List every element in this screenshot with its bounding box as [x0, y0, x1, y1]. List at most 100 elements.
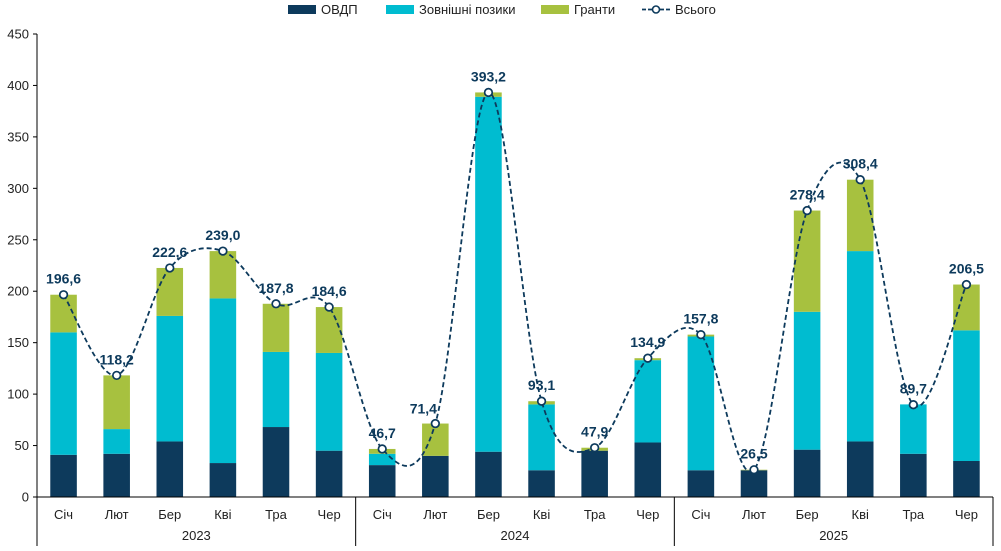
bar-segment	[422, 455, 449, 497]
y-axis: 0 50 100 150 200 250 300 350 400 450	[7, 27, 38, 505]
total-label: 308,4	[843, 156, 878, 172]
x-tick-label: Кві	[852, 507, 869, 522]
bar-segment	[50, 332, 77, 455]
legend-label: Гранти	[574, 2, 615, 17]
bar-segment	[581, 450, 608, 497]
bar-segment	[475, 96, 502, 452]
bar-segment	[475, 451, 502, 497]
y-tick-label: 50	[15, 438, 29, 453]
bar-segment	[528, 470, 555, 497]
bars	[50, 92, 980, 497]
legend-swatch	[288, 5, 316, 14]
total-line	[58, 87, 972, 475]
total-marker	[961, 279, 972, 290]
bar-segment	[634, 442, 662, 497]
total-marker	[908, 400, 918, 410]
total-label: 222,6	[152, 244, 187, 260]
x-tick-label: Лют	[423, 507, 447, 522]
total-marker	[590, 443, 600, 453]
total-marker	[696, 329, 706, 340]
bar-segment	[209, 463, 237, 497]
bar-segment	[422, 423, 449, 456]
y-tick-label: 0	[22, 490, 29, 505]
x-tick-label: Січ	[373, 507, 392, 522]
legend-label: ОВДП	[321, 2, 358, 17]
y-tick-label: 300	[7, 181, 29, 196]
total-marker	[324, 302, 334, 312]
total-label: 239,0	[205, 227, 240, 243]
bar-segment	[315, 450, 343, 497]
total-marker	[271, 299, 281, 309]
bar-segment	[262, 351, 290, 428]
legend: ОВДП Зовнішні позики Гранти Всього	[288, 2, 716, 17]
legend-swatch	[541, 5, 569, 14]
bar-segment	[50, 294, 77, 333]
x-tick-label: Тра	[902, 507, 924, 522]
bar-segment	[209, 298, 237, 464]
y-tick-label: 400	[7, 78, 29, 93]
x-tick-label: Бер	[796, 507, 819, 522]
legend-swatch	[386, 5, 414, 14]
total-marker	[855, 175, 865, 185]
bar-segment	[687, 470, 715, 497]
bar-segment	[103, 453, 130, 497]
bar-segment	[634, 360, 662, 443]
x-axis: Січ Лют Бер Кві Тра Чер Січ Лют Бер Кві Тра Чер Січ Л…	[36, 496, 994, 546]
total-label: 196,6	[46, 271, 81, 287]
total-label: 118,2	[100, 351, 134, 367]
x-tick-label: Чер	[318, 507, 341, 522]
y-tick-label: 200	[7, 284, 29, 299]
total-marker	[112, 370, 122, 381]
x-tick-label: Лют	[742, 507, 766, 522]
bar-segment	[209, 251, 237, 299]
x-tick-label: Січ	[54, 507, 73, 522]
y-tick-label: 150	[7, 335, 29, 350]
total-label: 26,5	[740, 446, 767, 462]
bar-segment	[368, 453, 396, 466]
x-tick-label: Січ	[691, 507, 710, 522]
total-marker	[430, 418, 440, 429]
bar-segment	[953, 284, 980, 331]
bar-segment	[103, 375, 130, 430]
total-label: 93,1	[528, 377, 555, 393]
y-tick-label: 250	[7, 232, 29, 247]
bar-segment	[262, 427, 290, 497]
total-marker	[58, 290, 69, 300]
bar-segment	[793, 210, 821, 312]
x-tick-label: Лют	[105, 507, 129, 522]
total-label: 393,2	[471, 68, 506, 84]
total-label: 89,7	[900, 381, 927, 397]
legend-item: Гранти	[541, 2, 615, 17]
bar-segment	[103, 429, 130, 454]
total-label: 46,7	[369, 425, 396, 441]
x-tick-label: Кві	[533, 507, 550, 522]
total-marker	[377, 444, 387, 454]
y-tick-label: 450	[7, 27, 29, 42]
x-tick-label: Бер	[477, 507, 500, 522]
bar-segment	[846, 441, 874, 497]
total-marker	[643, 353, 653, 363]
y-tick-label: 100	[7, 387, 29, 402]
legend-item: Зовнішні позики	[386, 2, 515, 17]
x-tick-label: Тра	[584, 507, 606, 522]
bar-segment	[50, 454, 77, 497]
bar-segment	[368, 465, 396, 497]
legend-item: Всього	[642, 2, 716, 17]
total-label: 157,8	[683, 311, 718, 327]
bar-segment	[953, 460, 980, 497]
legend-label: Всього	[675, 2, 716, 17]
data-labels: 196,6 118,2 222,6 239,0 187,8 184,6 46,7 71,4 39…	[46, 68, 984, 461]
bar-segment	[793, 311, 821, 450]
bar-segment	[315, 352, 343, 451]
total-marker	[218, 246, 228, 256]
bar-segment	[846, 179, 874, 252]
group-label: 2025	[819, 528, 848, 543]
total-label: 184,6	[312, 283, 347, 299]
legend-item: ОВДП	[288, 2, 358, 17]
total-label: 47,9	[581, 424, 608, 440]
bar-segment	[900, 404, 927, 454]
y-tick-label: 350	[7, 129, 29, 144]
bar-segment	[156, 441, 184, 497]
bar-segment	[528, 404, 555, 471]
bar-segment	[793, 449, 821, 497]
